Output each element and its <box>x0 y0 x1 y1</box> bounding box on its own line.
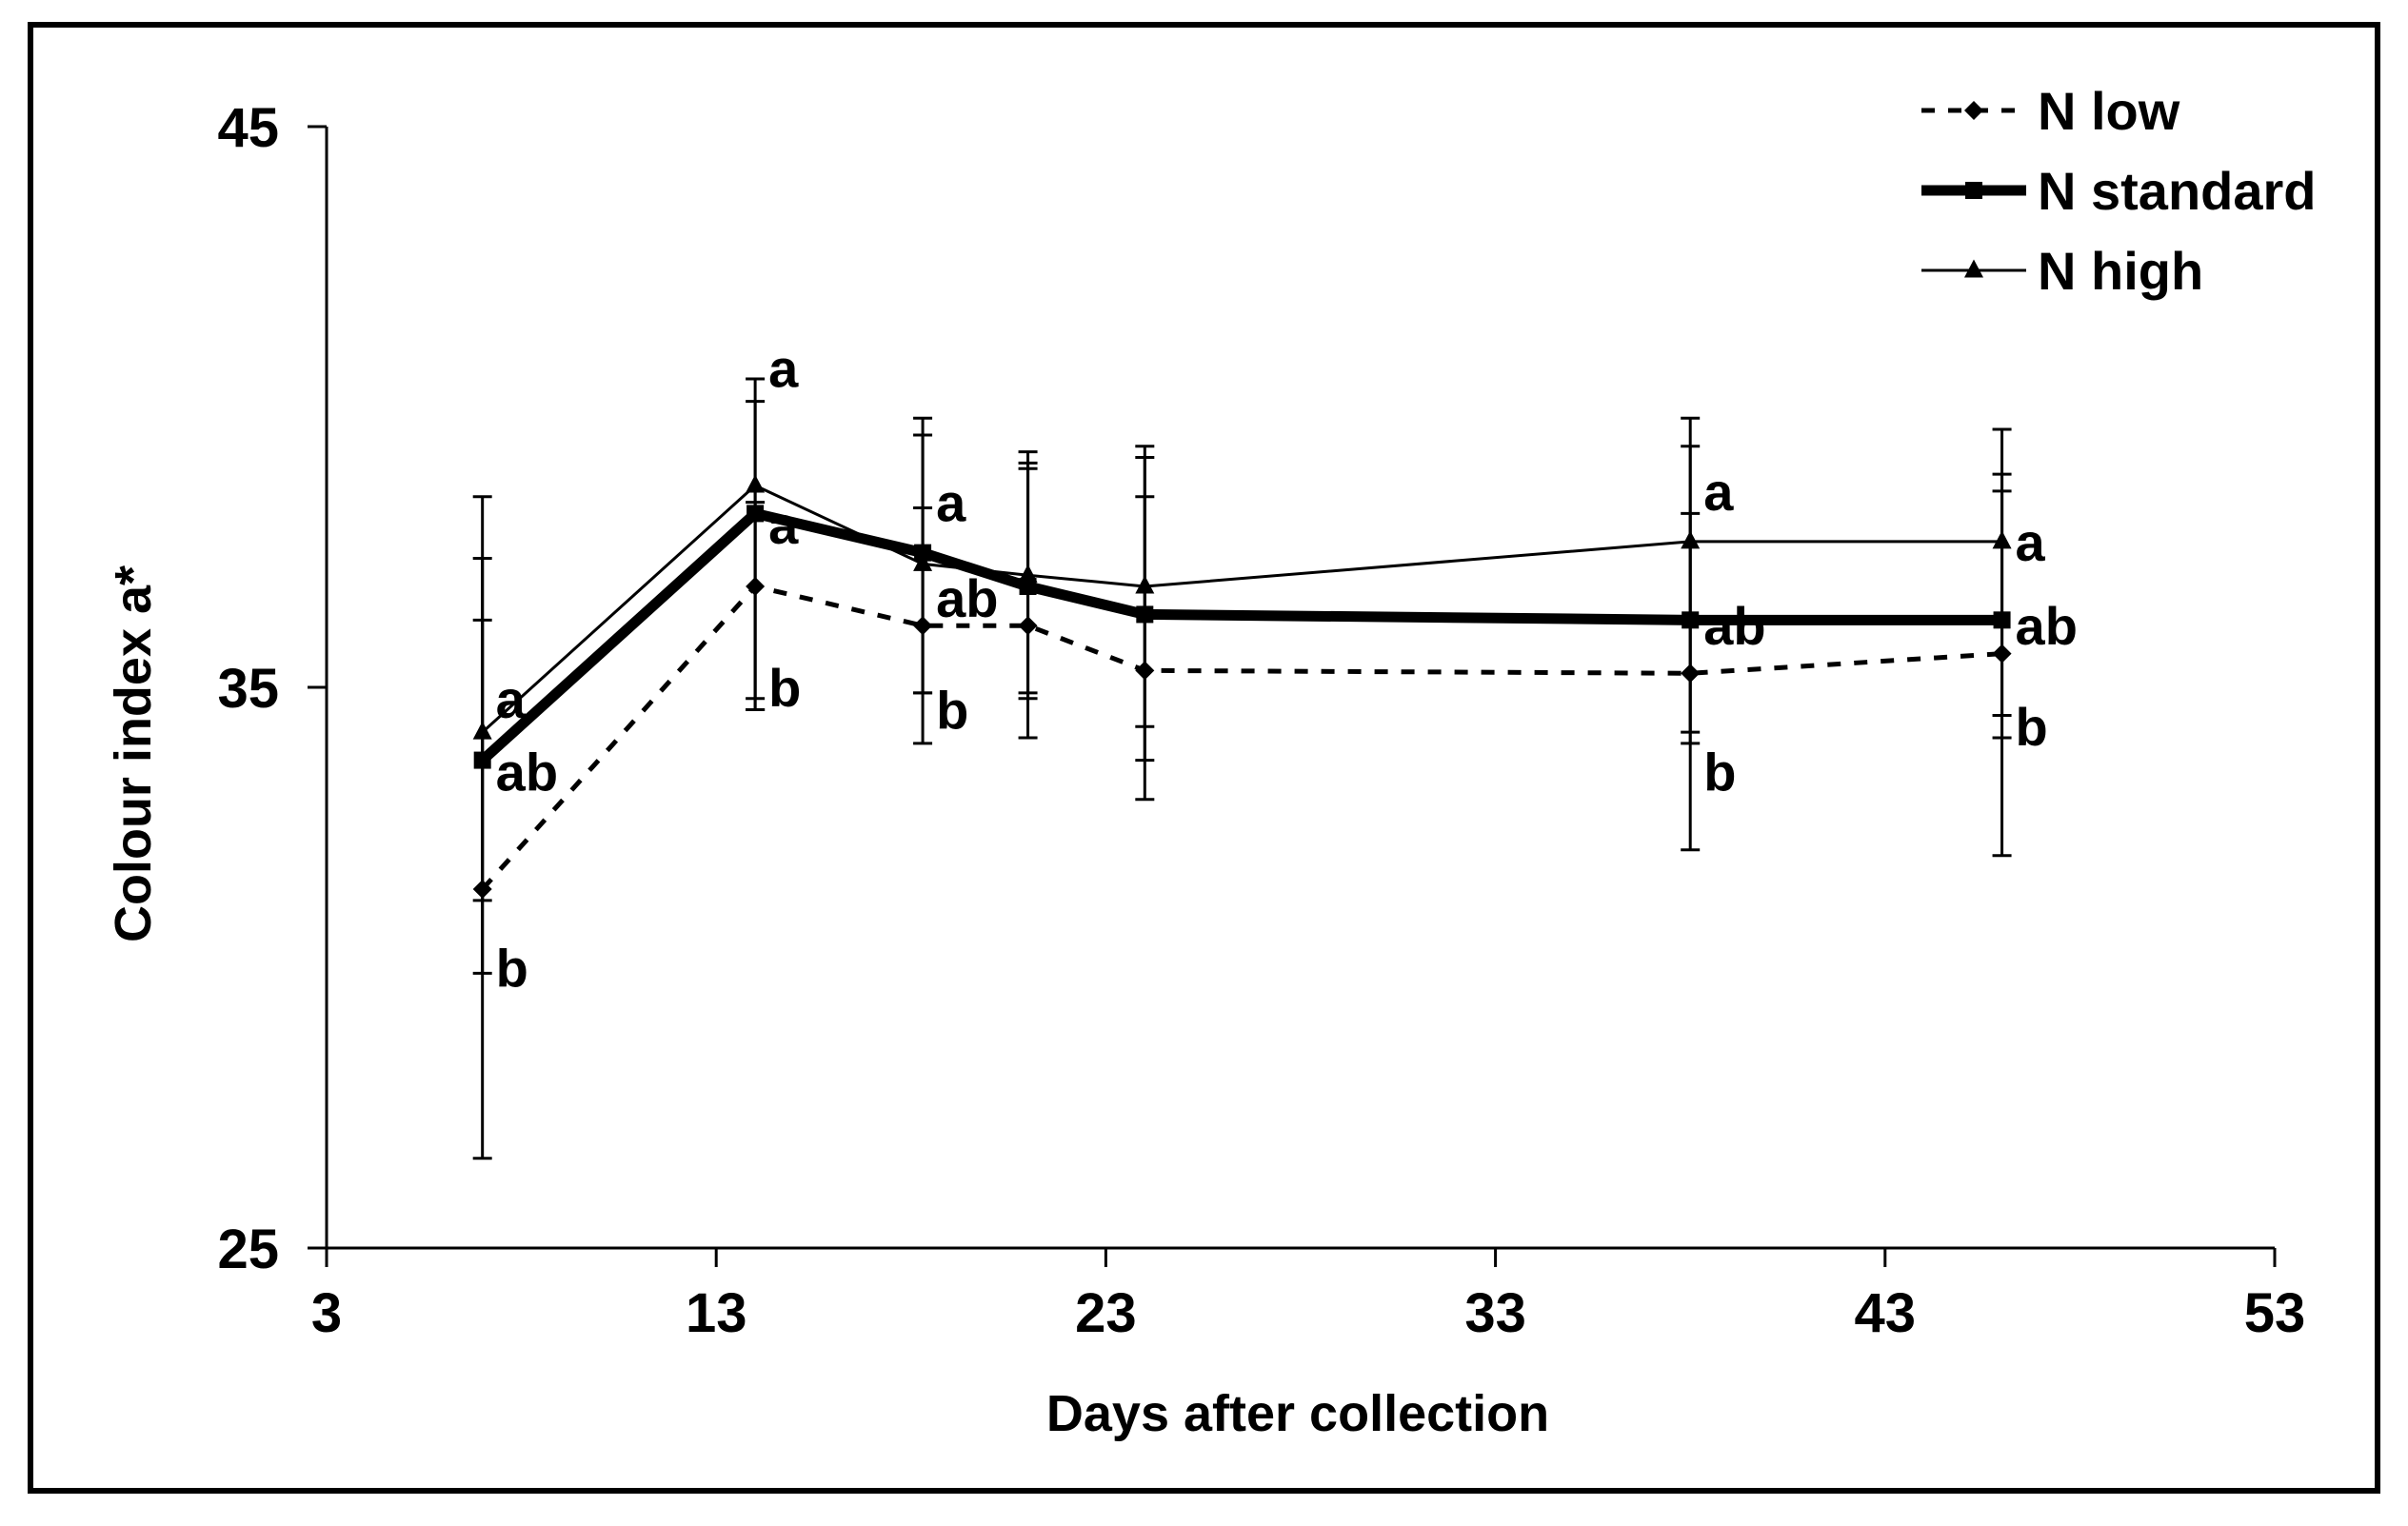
significance-letter: b <box>768 658 801 718</box>
x-tick-label: 43 <box>1855 1282 1917 1344</box>
significance-letter: a <box>768 495 799 555</box>
x-tick-label: 3 <box>311 1282 342 1344</box>
x-tick-label: 33 <box>1464 1282 1526 1344</box>
legend: N low N standard N high <box>1921 81 2317 301</box>
legend-label: N high <box>2038 241 2203 301</box>
legend-marker-triangle <box>1964 259 1983 278</box>
significance-letter: ab <box>1703 596 1765 656</box>
legend-marker-square <box>1965 182 1982 199</box>
significance-letter: b <box>936 681 968 741</box>
significance-letter: b <box>1703 742 1736 802</box>
data-point-triangle <box>746 474 766 493</box>
significance-letter: ab <box>2016 596 2078 656</box>
x-axis-title: Days after collection <box>1046 1385 1549 1442</box>
data-point-triangle <box>472 721 492 740</box>
y-axis-title: Colour index a* <box>105 565 162 942</box>
significance-letter: b <box>496 939 528 999</box>
significance-letter: ab <box>496 742 558 802</box>
series-layer <box>472 377 2012 1160</box>
y-tick-label: 25 <box>217 1219 279 1280</box>
data-point-triangle <box>1135 575 1155 594</box>
y-tick-label: 45 <box>217 97 279 159</box>
legend-label: N low <box>2038 81 2180 141</box>
series-n-high <box>472 377 2012 1160</box>
axes: 3 13 23 33 43 53 25 35 45 <box>217 97 2305 1344</box>
x-ticks: 3 13 23 33 43 53 <box>311 1248 2305 1344</box>
data-point-triangle <box>1992 530 2012 549</box>
x-tick-label: 13 <box>686 1282 747 1344</box>
legend-marker-diamond <box>1964 101 1983 120</box>
significance-letter: a <box>768 338 799 398</box>
y-tick-label: 35 <box>217 658 279 720</box>
significance-letter: ab <box>936 568 998 628</box>
significance-letter: a <box>1703 462 1734 522</box>
significance-letter: a <box>496 669 527 729</box>
legend-label: N standard <box>2038 161 2317 221</box>
significance-letter: a <box>936 473 966 533</box>
significance-letter: a <box>2016 512 2046 572</box>
data-point-triangle <box>1681 530 1701 549</box>
significance-letter: b <box>2016 697 2048 757</box>
y-ticks: 25 35 45 <box>217 97 327 1280</box>
data-point-triangle <box>1018 564 1038 583</box>
x-tick-label: 53 <box>2244 1282 2306 1344</box>
chart-frame <box>28 22 2380 1494</box>
x-tick-label: 23 <box>1075 1282 1137 1344</box>
data-point-triangle <box>913 552 933 571</box>
